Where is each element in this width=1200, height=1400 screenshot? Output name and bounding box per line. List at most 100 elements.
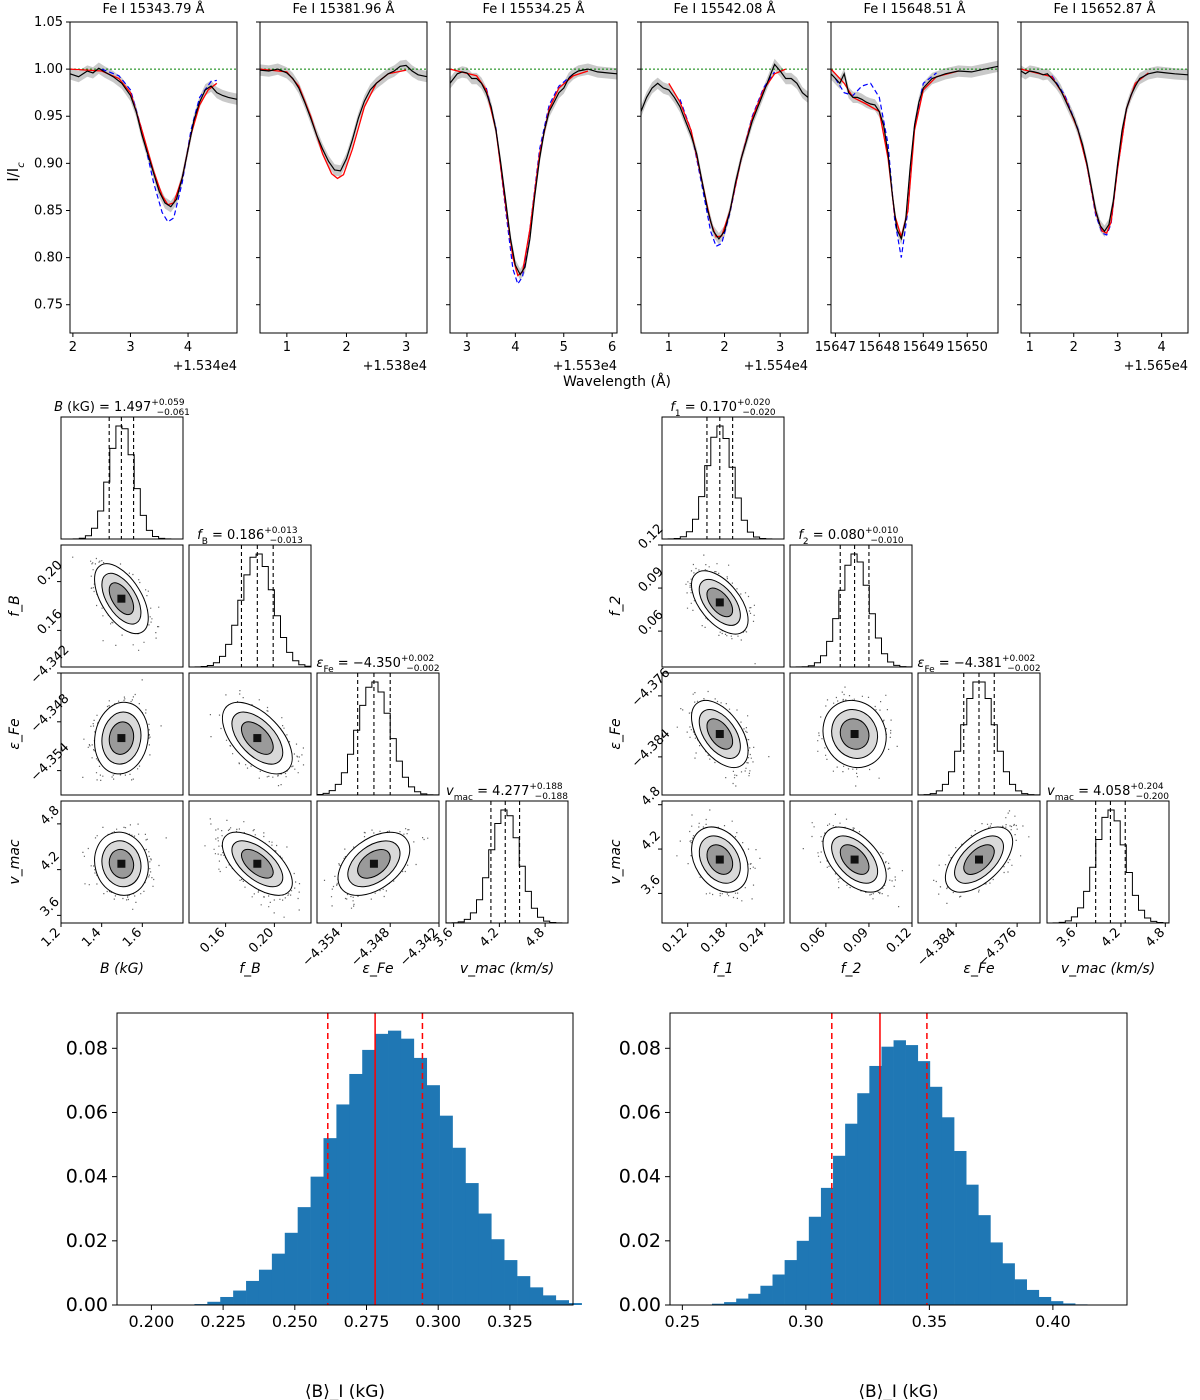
x-tick-label: 0.25 — [665, 1312, 701, 1331]
histogram-bar — [207, 1301, 221, 1305]
spectrum-panel-6: Fe I 15652.87 Å 1 2 3 4 +1.565e4 — [1017, 1, 1189, 374]
x-tick-label: 2 — [720, 340, 728, 355]
x-tick-label: 4.8 — [1143, 925, 1168, 950]
histogram-bar — [736, 1298, 749, 1305]
cell-frame — [316, 672, 440, 796]
histogram-bar — [246, 1280, 260, 1305]
x-tick-label: −4.384 — [914, 925, 959, 970]
x-offset-label: +1.554e4 — [744, 359, 808, 374]
histogram-step — [316, 681, 440, 796]
cell-frame — [60, 416, 184, 540]
marginal-histogram-2: fB = 0.186+0.013 −0.013 — [188, 526, 312, 668]
x-tick-label: 1.2 — [39, 925, 64, 950]
y-tick-label: 0.04 — [66, 1166, 108, 1188]
histogram-bar — [1050, 1301, 1064, 1305]
histogram-bar — [893, 1040, 906, 1305]
x-tick-label: 3 — [402, 340, 410, 355]
cell-frame — [1046, 800, 1170, 924]
density-peak — [117, 734, 126, 743]
histogram-bar — [796, 1240, 810, 1305]
histogram-step — [790, 553, 913, 668]
cell-frame — [789, 800, 913, 924]
x-tick-label: 6 — [608, 340, 616, 355]
panel-frame — [830, 21, 999, 334]
y-tick-label: 4.8 — [38, 803, 63, 828]
corner-plot-right: f1 = 0.170+0.020 −0.020 0.06 0.09 0.12 f2 = 0… — [608, 398, 1170, 977]
x-tick-label: 4 — [1157, 340, 1165, 355]
marginal-histogram-3: εFe = −4.381+0.002 −0.002 — [917, 654, 1041, 796]
panel-frame — [449, 21, 618, 334]
cell-frame — [188, 672, 312, 796]
histogram-step — [1047, 809, 1170, 924]
x-tick-label: 2 — [69, 340, 77, 355]
joint-scatter-4-3: −4.384 −4.376 — [914, 800, 1041, 970]
y-tick-label: 0.08 — [66, 1037, 108, 1059]
x-axis-label: v_mac (km/s) — [1061, 961, 1155, 977]
marginal-histogram-1: f1 = 0.170+0.020 −0.020 — [661, 398, 785, 540]
spectrum-panel-2: Fe I 15381.96 Å 1 2 3 +1.538e4 — [256, 1, 428, 374]
x-tick-label: 4 — [184, 340, 192, 355]
x-tick-label: 2 — [1070, 340, 1078, 355]
x-tick-label: 0.40 — [1035, 1312, 1071, 1331]
y-tick-label: −4.384 — [629, 726, 674, 771]
density-peak — [715, 598, 724, 607]
y-tick-label: 0.90 — [34, 156, 63, 171]
density-peak — [117, 859, 126, 868]
marginal-histogram-3: εFe = −4.350+0.002 −0.002 — [316, 654, 440, 796]
x-tick-label: 0.18 — [698, 925, 729, 956]
y-tick-label: 0.04 — [619, 1166, 661, 1188]
y-tick-label: 0.02 — [66, 1230, 108, 1252]
x-tick-label: 4 — [511, 340, 519, 355]
histogram-frame — [669, 1012, 1128, 1306]
model-alt-line — [101, 68, 217, 223]
x-tick-label: 3 — [463, 340, 471, 355]
joint-scatter-2-1: 0.160.20 — [35, 544, 184, 668]
panel-frame — [69, 21, 238, 334]
histogram-bar — [271, 1253, 286, 1305]
histogram-bar — [465, 1183, 479, 1305]
model-alt-line — [834, 72, 937, 258]
y-tick-label: 0.75 — [34, 298, 63, 313]
histogram-bar — [748, 1293, 761, 1305]
x-tick-label: 0.275 — [344, 1312, 390, 1331]
spectrum-panel-3: Fe I 15534.25 Å 3 4 5 6 +1.553e4 — [446, 1, 618, 374]
density-peak — [715, 855, 724, 864]
y-axis-label: ε_Fe — [7, 718, 23, 749]
y-axis-label: f_2 — [608, 595, 624, 616]
histogram-bar — [310, 1176, 324, 1305]
y-tick-label: 1.00 — [34, 62, 63, 77]
histogram-bar — [233, 1290, 247, 1305]
density-peak — [369, 859, 378, 868]
marginal-histogram-4: vmac = 4.277+0.188 −0.188 3.6 4.2 4.8 — [431, 782, 569, 950]
histogram-bar — [362, 1049, 376, 1305]
x-tick-label: 15648 — [859, 340, 900, 355]
x-offset-label: +1.565e4 — [1124, 359, 1188, 374]
x-tick-label: 0.30 — [788, 1312, 824, 1331]
histogram-bar — [297, 1207, 311, 1305]
y-tick-label: 1.05 — [34, 15, 63, 30]
histogram-bar — [808, 1216, 822, 1305]
observed-line — [830, 65, 999, 241]
model-fit-line — [259, 68, 407, 180]
y-tick-label: 0.00 — [619, 1294, 661, 1316]
spectrum-title: Fe I 15542.08 Å — [674, 1, 776, 17]
x-tick-label: 15647 — [815, 340, 856, 355]
x-axis-label: ε_Fe — [362, 961, 393, 977]
y-tick-label: 0.85 — [34, 203, 63, 218]
y-tick-label: 0.80 — [34, 251, 63, 266]
histogram-bar — [869, 1065, 882, 1305]
x-tick-label: 0.24 — [736, 925, 767, 956]
histogram-bar — [784, 1260, 798, 1305]
cell-frame — [188, 800, 312, 924]
x-axis-label: f_2 — [841, 961, 862, 977]
spectrum-title: Fe I 15534.25 Å — [483, 1, 585, 17]
histogram-bar — [711, 1303, 725, 1305]
histogram-bar — [1002, 1263, 1015, 1305]
x-tick-label: 1 — [1026, 340, 1034, 355]
histogram-bar — [820, 1187, 834, 1305]
spectrum-panel-4: Fe I 15542.08 Å 1 2 3 +1.554e4 — [637, 1, 809, 374]
joint-scatter-3-1: −4.384 −4.376 — [629, 665, 785, 796]
histogram-step — [662, 425, 784, 540]
y-tick-label: −4.348 — [28, 691, 73, 736]
